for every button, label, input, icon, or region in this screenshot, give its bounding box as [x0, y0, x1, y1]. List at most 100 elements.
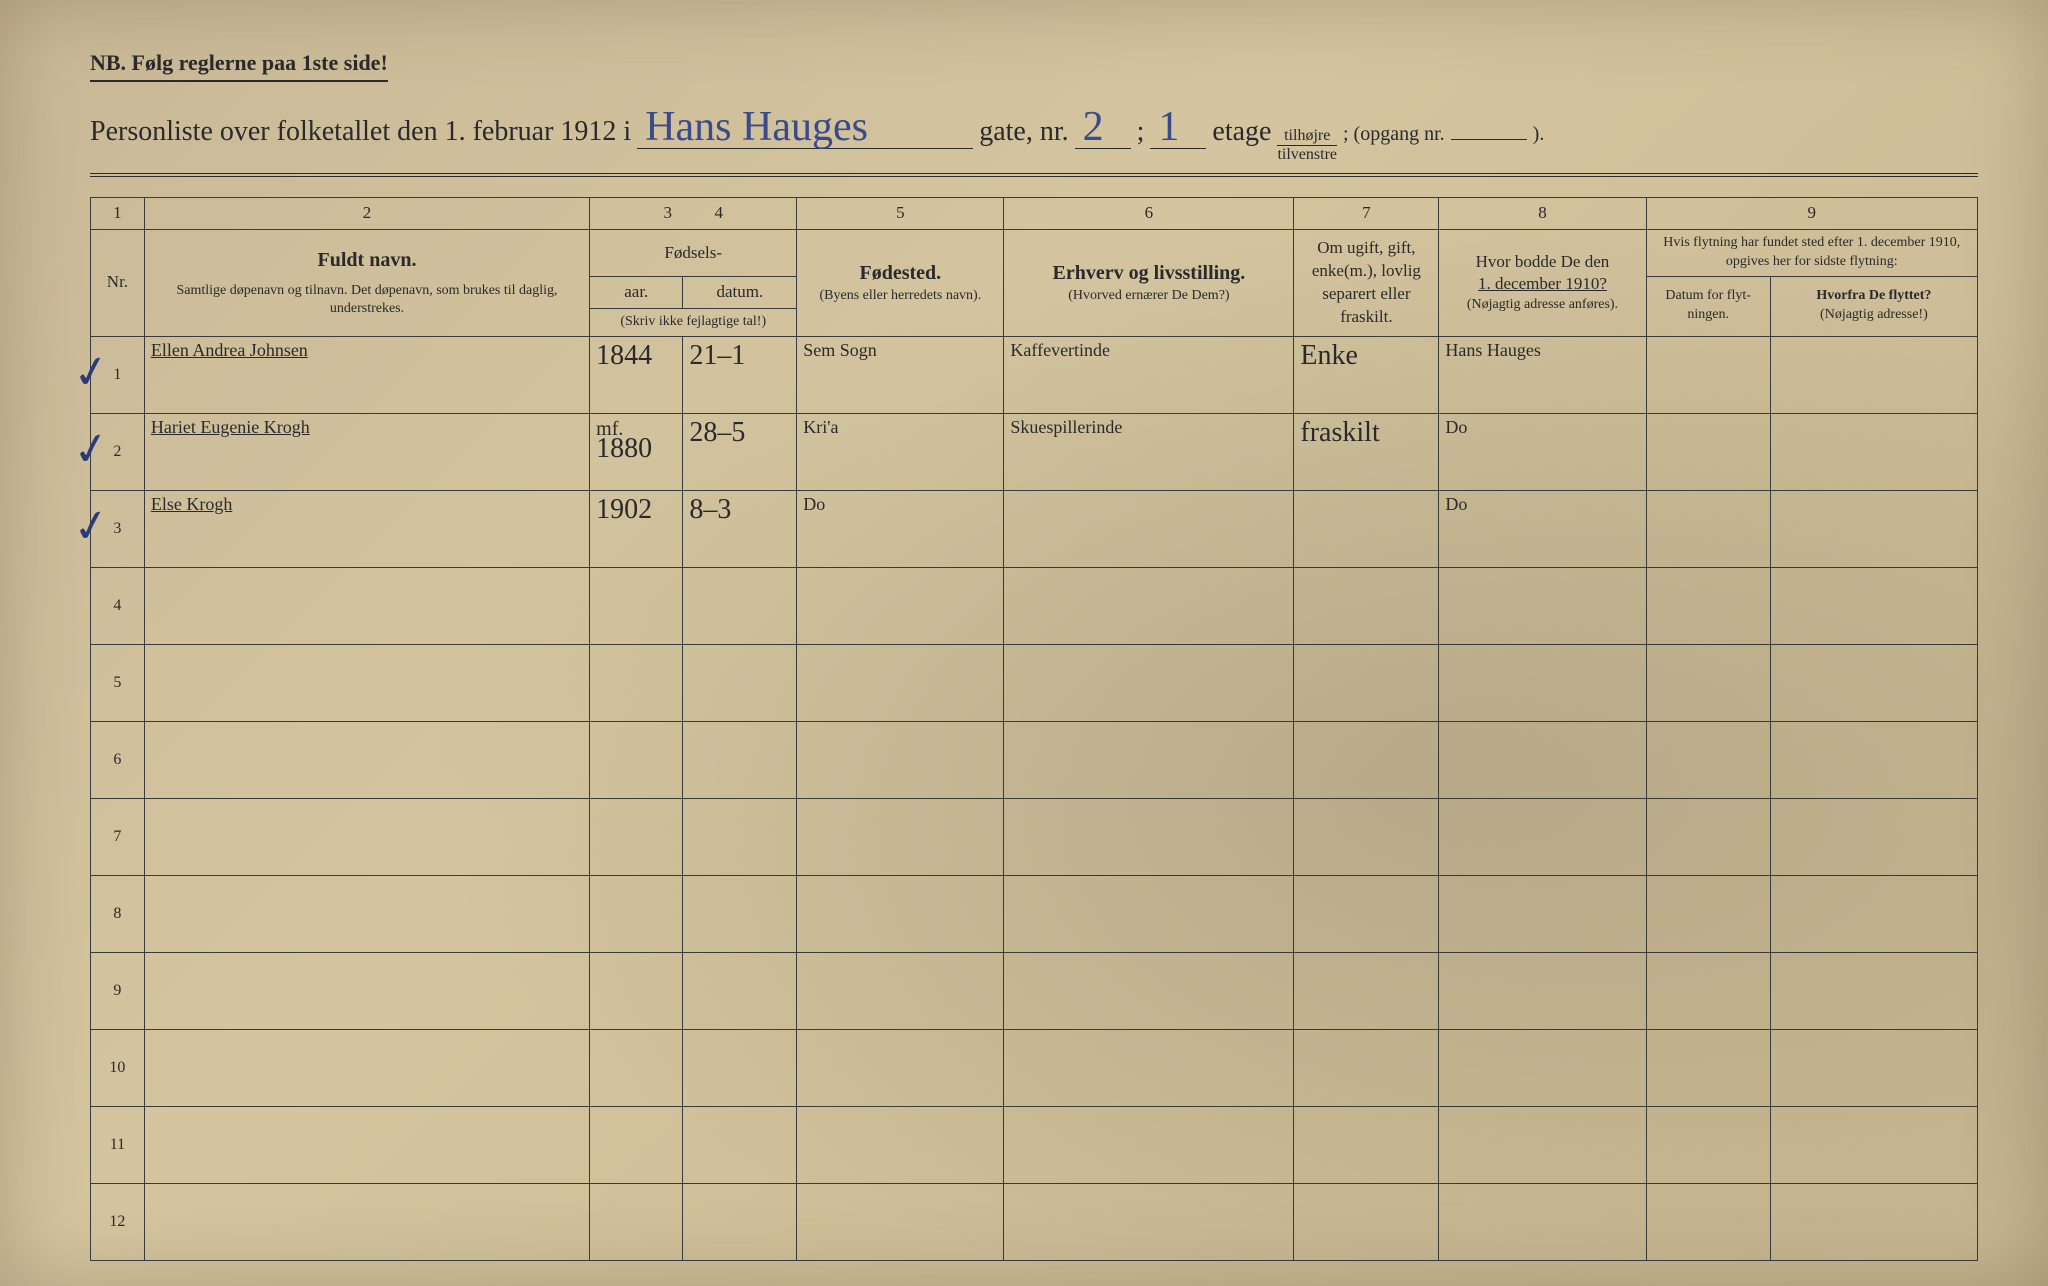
table-row: 12: [91, 1183, 1978, 1260]
cell-year: [590, 1106, 683, 1183]
cell-addr1910: Hans Hauges: [1439, 336, 1646, 413]
cell-moved-date: [1646, 413, 1770, 490]
col-name: Fuldt navn. Samtlige døpenavn og tilnavn…: [144, 230, 589, 337]
cell-nr: 8: [91, 875, 145, 952]
table-row: 9: [91, 952, 1978, 1029]
cell-name: [144, 721, 589, 798]
table-header: 1 2 3 4 5 6 7 8 9 Nr. Fuldt navn. Samtli…: [91, 198, 1978, 337]
checkmark-icon: ✓: [69, 498, 114, 555]
cell-moved-from: [1770, 798, 1977, 875]
cell-moved-from: [1770, 490, 1977, 567]
table-row: 7: [91, 798, 1978, 875]
colnum-9: 9: [1646, 198, 1977, 230]
gate-number-handwritten: 2: [1075, 106, 1131, 149]
cell-name: Ellen Andrea Johnsen: [144, 336, 589, 413]
cell-birthplace: [797, 1029, 1004, 1106]
col-addr1910: Hvor bodde De den 1. december 1910? (Nøj…: [1439, 230, 1646, 337]
cell-status: [1294, 1183, 1439, 1260]
cell-occupation: [1004, 721, 1294, 798]
cell-year: [590, 567, 683, 644]
cell-year: 1844: [590, 336, 683, 413]
cell-occupation: Kaffevertinde: [1004, 336, 1294, 413]
cell-addr1910: [1439, 1183, 1646, 1260]
opgang-number-handwritten: [1451, 139, 1527, 140]
cell-name: [144, 567, 589, 644]
cell-moved-from: [1770, 1183, 1977, 1260]
cell-nr: 4: [91, 567, 145, 644]
col-year: aar.: [590, 276, 683, 308]
form-title-line: Personliste over folketallet den 1. febr…: [90, 106, 1978, 177]
cell-name: [144, 1029, 589, 1106]
cell-moved-from: [1770, 721, 1977, 798]
cell-year: 1902: [590, 490, 683, 567]
cell-moved-date: [1646, 798, 1770, 875]
col-nr: Nr.: [91, 230, 145, 337]
col-moved-from: Hvorfra De flyttet? (Nøjagtig adresse!): [1770, 276, 1977, 336]
cell-nr: 5: [91, 644, 145, 721]
table-row: 5: [91, 644, 1978, 721]
census-form-page: NB. Følg reglerne paa 1ste side! Personl…: [0, 0, 2048, 1286]
closing-paren: ).: [1533, 123, 1545, 146]
cell-status: [1294, 798, 1439, 875]
col-moved-top: Hvis flytning har fundet sted efter 1. d…: [1646, 230, 1977, 277]
colnum-6: 6: [1004, 198, 1294, 230]
semicolon: ;: [1137, 116, 1145, 148]
cell-date: [683, 1029, 797, 1106]
cell-moved-date: [1646, 1106, 1770, 1183]
gate-label: gate, nr.: [979, 116, 1068, 148]
cell-addr1910: [1439, 1029, 1646, 1106]
cell-birthplace: Do: [797, 490, 1004, 567]
checkmark-icon: ✓: [69, 344, 114, 401]
street-name-handwritten: Hans Hauges: [637, 106, 973, 149]
cell-birthplace: Kri'a: [797, 413, 1004, 490]
table-row: 2✓Hariet Eugenie Kroghmf.188028–5Kri'aSk…: [91, 413, 1978, 490]
cell-nr: 2✓: [91, 413, 145, 490]
cell-addr1910: [1439, 952, 1646, 1029]
cell-year: mf.1880: [590, 413, 683, 490]
cell-name: [144, 875, 589, 952]
cell-status: fraskilt: [1294, 413, 1439, 490]
cell-name: [144, 798, 589, 875]
cell-date: 8–3: [683, 490, 797, 567]
cell-moved-date: [1646, 952, 1770, 1029]
cell-moved-from: [1770, 336, 1977, 413]
colnum-5: 5: [797, 198, 1004, 230]
cell-birthplace: Sem Sogn: [797, 336, 1004, 413]
cell-birthplace: [797, 952, 1004, 1029]
cell-addr1910: [1439, 875, 1646, 952]
colnum-1: 1: [91, 198, 145, 230]
cell-status: [1294, 952, 1439, 1029]
cell-occupation: [1004, 952, 1294, 1029]
cell-birthplace: [797, 721, 1004, 798]
cell-date: [683, 798, 797, 875]
table-row: 1✓Ellen Andrea Johnsen184421–1Sem SognKa…: [91, 336, 1978, 413]
cell-moved-date: [1646, 721, 1770, 798]
cell-status: [1294, 567, 1439, 644]
cell-occupation: [1004, 567, 1294, 644]
table-row: 10: [91, 1029, 1978, 1106]
cell-year: [590, 1029, 683, 1106]
cell-birthplace: [797, 567, 1004, 644]
cell-status: [1294, 1106, 1439, 1183]
cell-occupation: Skuespillerinde: [1004, 413, 1294, 490]
cell-birthplace: [797, 1183, 1004, 1260]
cell-name: Hariet Eugenie Krogh: [144, 413, 589, 490]
cell-date: [683, 875, 797, 952]
cell-addr1910: [1439, 1106, 1646, 1183]
checkmark-icon: ✓: [69, 421, 114, 478]
cell-date: 28–5: [683, 413, 797, 490]
colnum-2: 2: [144, 198, 589, 230]
cell-moved-date: [1646, 1183, 1770, 1260]
cell-occupation: [1004, 1183, 1294, 1260]
cell-moved-date: [1646, 644, 1770, 721]
cell-year: [590, 798, 683, 875]
col-date: datum.: [683, 276, 797, 308]
cell-date: [683, 1106, 797, 1183]
cell-name: Else Krogh: [144, 490, 589, 567]
cell-moved-date: [1646, 1029, 1770, 1106]
cell-nr: 9: [91, 952, 145, 1029]
cell-date: [683, 952, 797, 1029]
cell-status: [1294, 490, 1439, 567]
col-birthplace: Fødested. (Byens eller herredets navn).: [797, 230, 1004, 337]
cell-date: [683, 1183, 797, 1260]
